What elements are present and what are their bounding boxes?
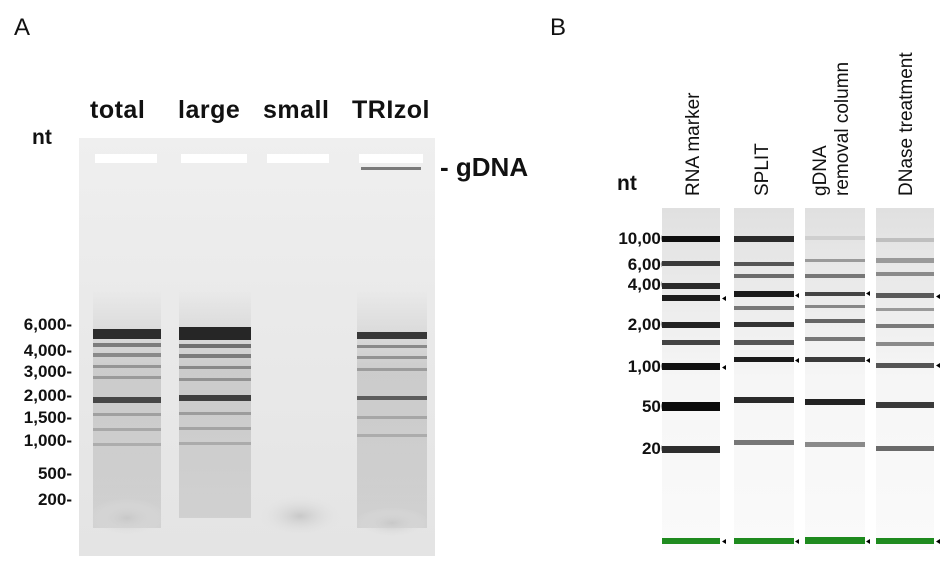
ladder-a-1500: 1,500- bbox=[23, 408, 72, 427]
gdna-label: - gDNA bbox=[440, 152, 529, 182]
ladder-a-3000: 3,000- bbox=[23, 362, 72, 381]
lane-label-trizol: TRIzol bbox=[352, 96, 430, 124]
panel-b-unit-label: nt bbox=[617, 172, 637, 195]
lane-b-gdna-removal bbox=[805, 208, 865, 550]
lane-b-split bbox=[734, 208, 794, 550]
ladder-b-500: 500- bbox=[641, 397, 676, 416]
lane-label-split: SPLIT bbox=[752, 143, 773, 196]
ladder-b-1000: 1,000- bbox=[627, 357, 676, 376]
lane-b-dnase bbox=[876, 208, 934, 550]
arrowhead-markers bbox=[722, 291, 940, 544]
ladder-a-200: 200- bbox=[37, 490, 72, 509]
ladder-b-4000: 4,000- bbox=[627, 275, 676, 294]
panel-a-letter: A bbox=[14, 14, 31, 41]
ladder-b-10000: 10,000- bbox=[618, 229, 676, 248]
lane-b-rna-marker bbox=[662, 208, 720, 550]
lane-label-dnase-treatment: DNase treatment bbox=[896, 52, 917, 196]
ladder-b-200: 200- bbox=[641, 439, 676, 458]
panel-a-unit-label: nt bbox=[32, 126, 52, 149]
lane-label-small: small bbox=[263, 96, 330, 124]
lane-label-large: large bbox=[178, 96, 241, 124]
ladder-a-2000: 2,000- bbox=[23, 386, 72, 405]
ladder-b-2000: 2,000- bbox=[627, 315, 676, 334]
lane-label-total: total bbox=[90, 96, 146, 124]
lane-label-removal-column: removal column bbox=[832, 61, 853, 196]
lower-marker-bands bbox=[662, 537, 934, 544]
lane-label-gdna: gDNA bbox=[810, 145, 831, 196]
lane-label-rna-marker: RNA marker bbox=[683, 92, 704, 196]
gel-a-bands bbox=[87, 154, 430, 539]
panel-b-letter: B bbox=[550, 14, 567, 41]
gel-image-a bbox=[79, 138, 435, 556]
ladder-a-6000: 6,000- bbox=[23, 315, 72, 334]
ladder-b-6000: 6,000- bbox=[627, 255, 676, 274]
ladder-a-500: 500- bbox=[37, 464, 72, 483]
virtual-gel-b bbox=[662, 208, 940, 550]
ladder-a-1000: 1,000- bbox=[23, 431, 72, 450]
ladder-a-4000: 4,000- bbox=[23, 341, 72, 360]
